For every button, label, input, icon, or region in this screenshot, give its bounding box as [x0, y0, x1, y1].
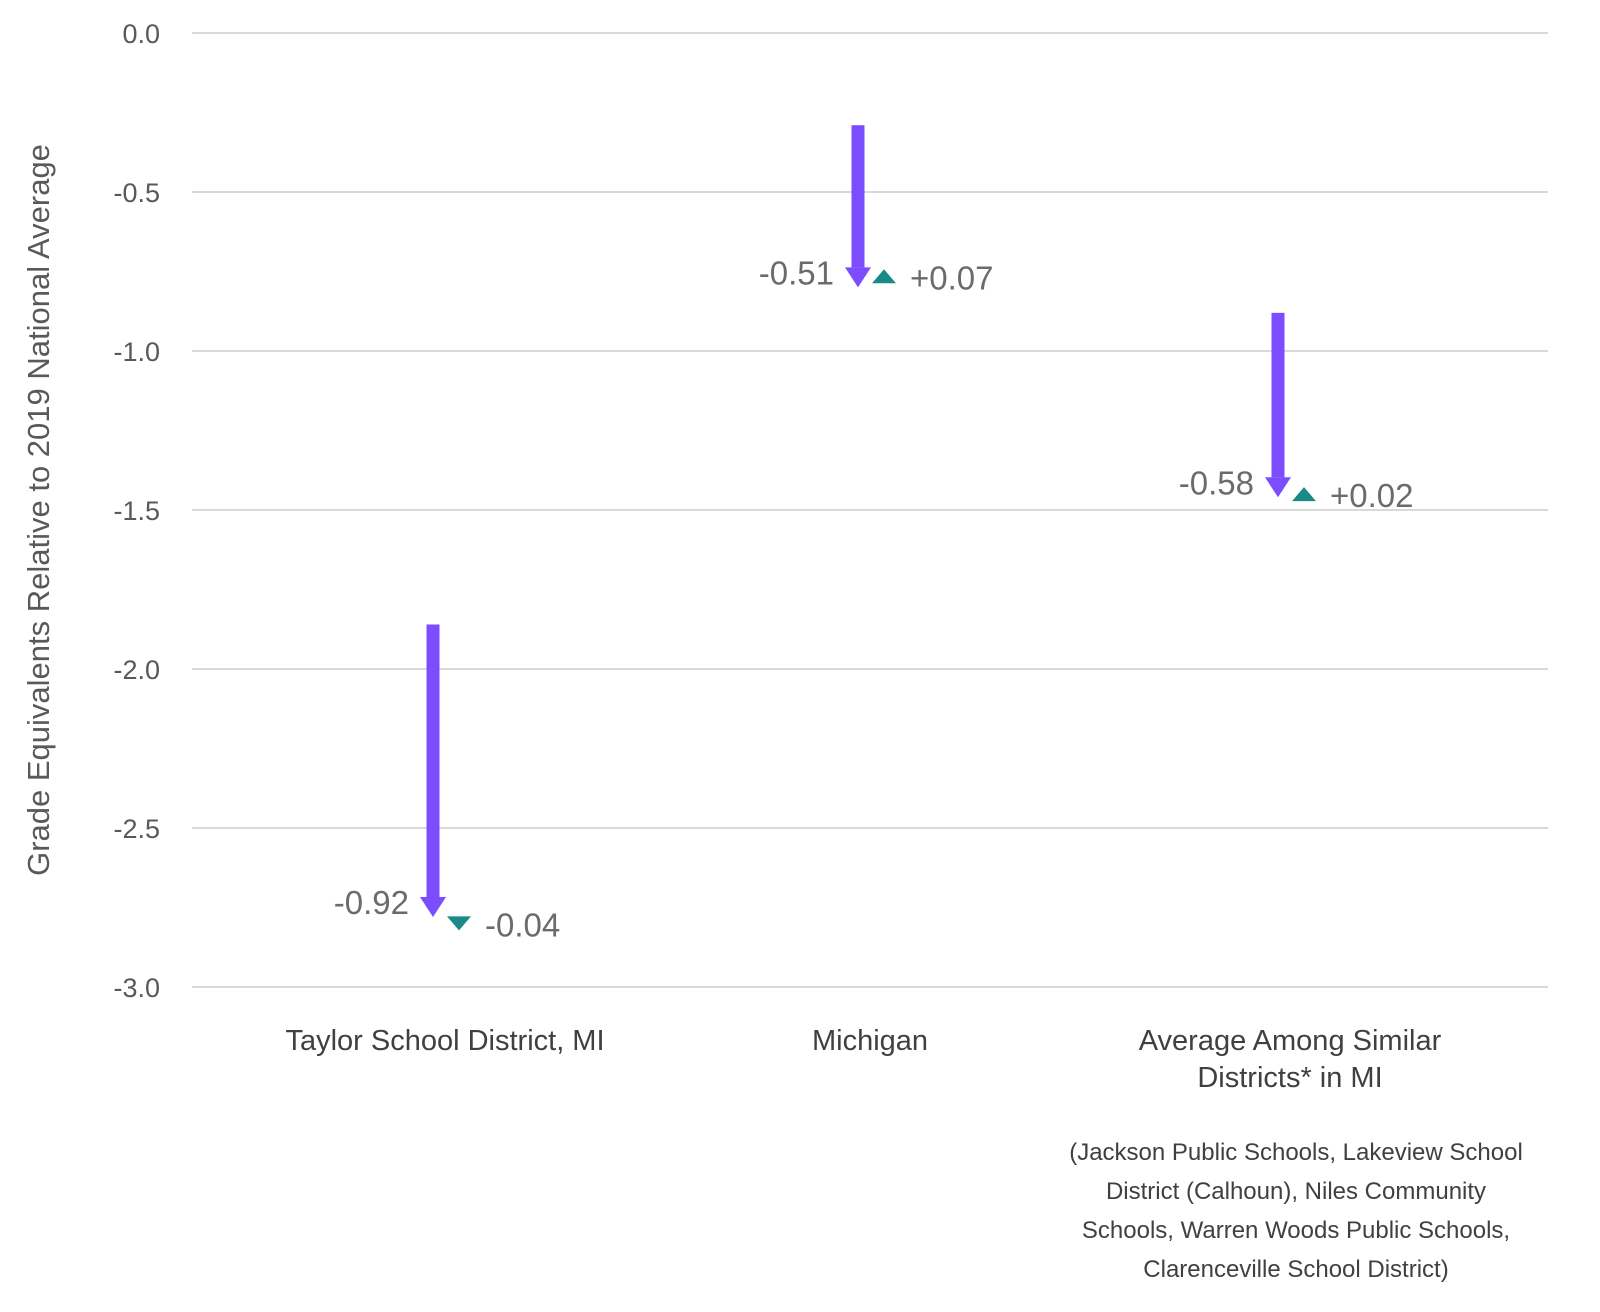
y-tick-label: -3.0 [113, 973, 160, 1003]
recovery-change-label: -0.04 [485, 906, 560, 943]
footnote-line: (Jackson Public Schools, Lakeview School [1069, 1139, 1523, 1166]
y-tick-label: -1.0 [113, 337, 160, 367]
footnote-line: Schools, Warren Woods Public Schools, [1082, 1217, 1510, 1244]
x-category-label: Michigan [812, 1025, 928, 1057]
drop-change-label: -0.92 [334, 884, 409, 921]
y-axis-ticks: 0.0 -0.5 -1.0 -1.5 -2.0 -2.5 -3.0 [113, 19, 160, 1003]
gridlines [192, 32, 1548, 988]
y-tick-label: -1.5 [113, 496, 160, 526]
drop-arrow-shaft [851, 125, 865, 268]
recovery-down-marker [447, 916, 471, 931]
drop-arrow-head [1265, 477, 1291, 498]
x-category-label: Districts* in MI [1197, 1062, 1382, 1094]
drop-change-label: -0.51 [759, 254, 834, 291]
recovery-change-label: +0.02 [1330, 477, 1414, 514]
footnote-line: Clarenceville School District) [1143, 1256, 1448, 1283]
category-labels: Taylor School District, MI Michigan Averag… [285, 1025, 1441, 1094]
footnote: (Jackson Public Schools, Lakeview School… [1069, 1139, 1523, 1283]
y-tick-label: 0.0 [122, 19, 160, 49]
x-category-label: Average Among Similar [1139, 1025, 1442, 1057]
drop-arrow-head [845, 267, 871, 288]
recovery-up-marker [1292, 487, 1316, 502]
y-axis-title: Grade Equivalents Relative to 2019 Natio… [21, 144, 56, 876]
y-tick-label: -2.0 [113, 655, 160, 685]
drop-change-label: -0.58 [1179, 464, 1254, 501]
y-tick-label: -0.5 [113, 178, 160, 208]
recovery-change-label: +0.07 [910, 259, 994, 296]
y-tick-label: -2.5 [113, 814, 160, 844]
x-category-label: Taylor School District, MI [285, 1025, 604, 1057]
drop-arrow-shaft [426, 624, 440, 898]
drop-arrow-head [420, 897, 446, 918]
recovery-up-marker [872, 269, 896, 284]
drop-arrow-shaft [1271, 312, 1285, 478]
chart-marks: -0.92 -0.04 -0.51 +0.07 -0.58 +0.02 [334, 125, 1414, 943]
footnote-line: District (Calhoun), Niles Community [1106, 1178, 1486, 1205]
